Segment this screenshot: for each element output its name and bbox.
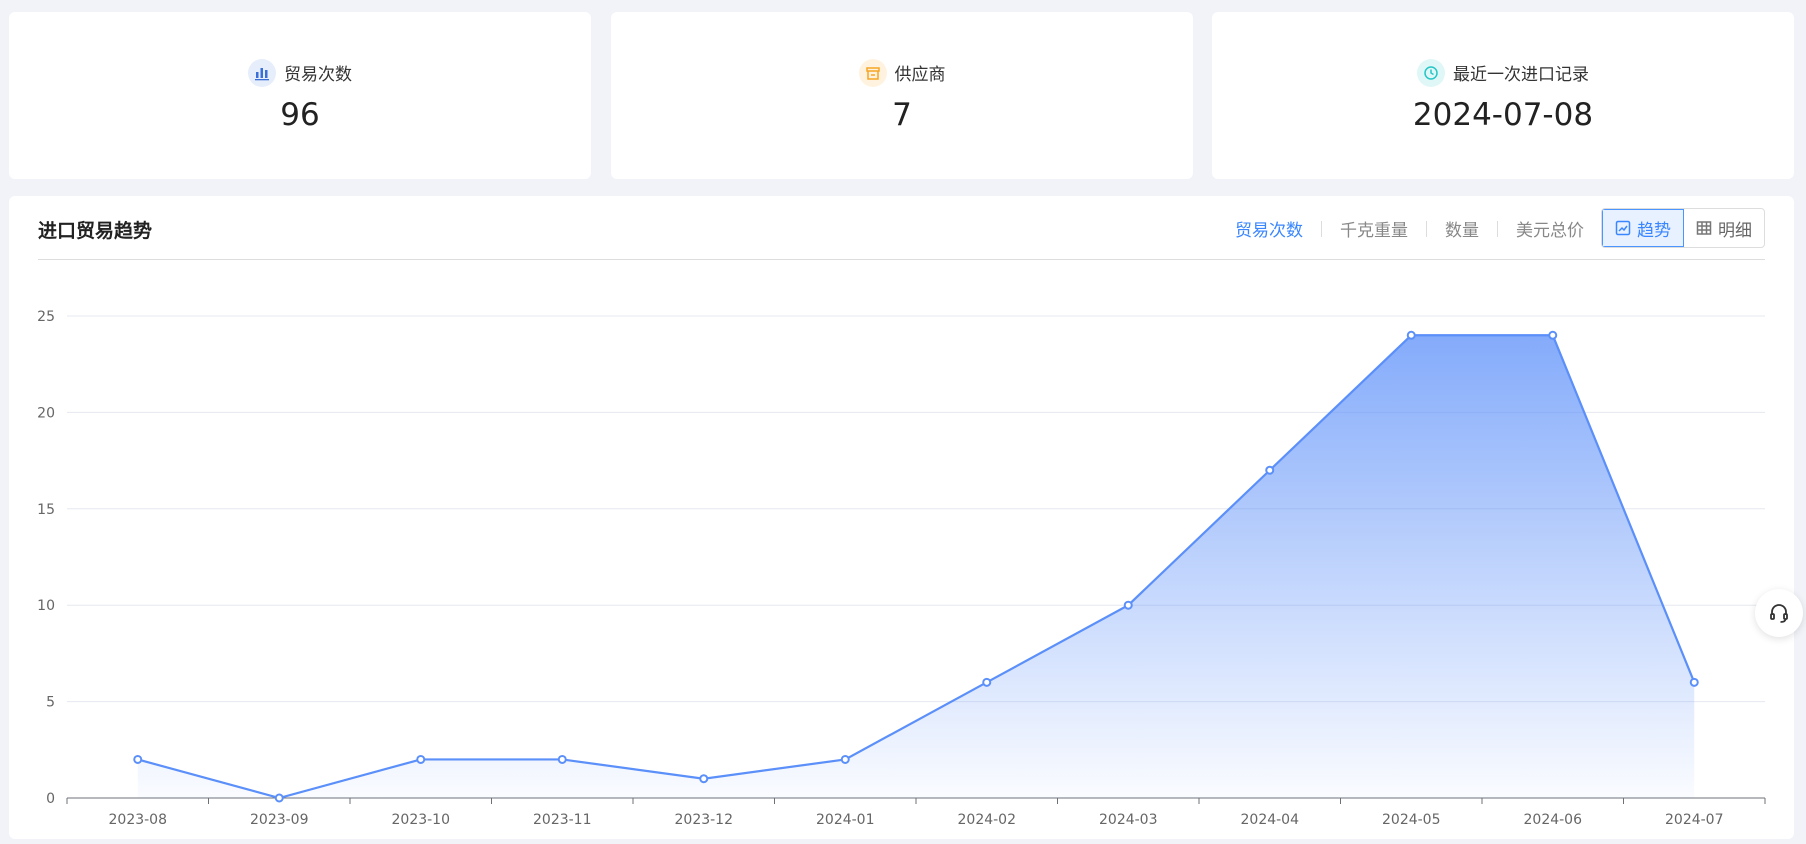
import-trend-panel: 进口贸易趋势 贸易次数 千克重量 数量 美元总价 趋势 明细	[9, 196, 1794, 839]
stat-label: 供应商	[894, 65, 946, 85]
stat-label: 贸易次数	[284, 65, 352, 85]
stat-card-suppliers: 供应商 7	[611, 12, 1193, 179]
stat-label: 最近一次进口记录	[1453, 65, 1589, 85]
stat-value: 7	[892, 96, 912, 133]
detail-view-button[interactable]: 明细	[1684, 209, 1764, 247]
bar-chart-icon	[248, 58, 276, 87]
divider	[1321, 220, 1322, 237]
trend-chart-icon	[1615, 220, 1631, 236]
clock-icon	[1417, 58, 1445, 87]
divider	[1497, 220, 1498, 237]
header-divider	[38, 259, 1765, 260]
view-toggle: 趋势 明细	[1601, 208, 1765, 248]
tab-usd-total[interactable]: 美元总价	[1516, 221, 1584, 241]
trend-view-button[interactable]: 趋势	[1602, 209, 1684, 247]
store-icon	[858, 58, 887, 87]
tab-weight-kg[interactable]: 千克重量	[1340, 221, 1408, 241]
tab-trade-count[interactable]: 贸易次数	[1235, 221, 1303, 241]
table-icon	[1696, 221, 1712, 235]
headset-icon	[1770, 604, 1788, 623]
stat-value: 2024-07-08	[1412, 96, 1594, 133]
tab-quantity[interactable]: 数量	[1445, 221, 1479, 241]
panel-title: 进口贸易趋势	[38, 220, 153, 242]
detail-view-label: 明细	[1718, 220, 1752, 241]
customer-service-button[interactable]	[1755, 589, 1803, 637]
stat-card-trades: 贸易次数 96	[9, 12, 591, 179]
divider	[1426, 220, 1427, 237]
metric-tabs: 贸易次数 千克重量 数量 美元总价	[1235, 216, 1584, 241]
trend-view-label: 趋势	[1637, 220, 1671, 241]
stat-value: 96	[280, 96, 320, 133]
stat-card-latest-import: 最近一次进口记录 2024-07-08	[1212, 12, 1794, 179]
